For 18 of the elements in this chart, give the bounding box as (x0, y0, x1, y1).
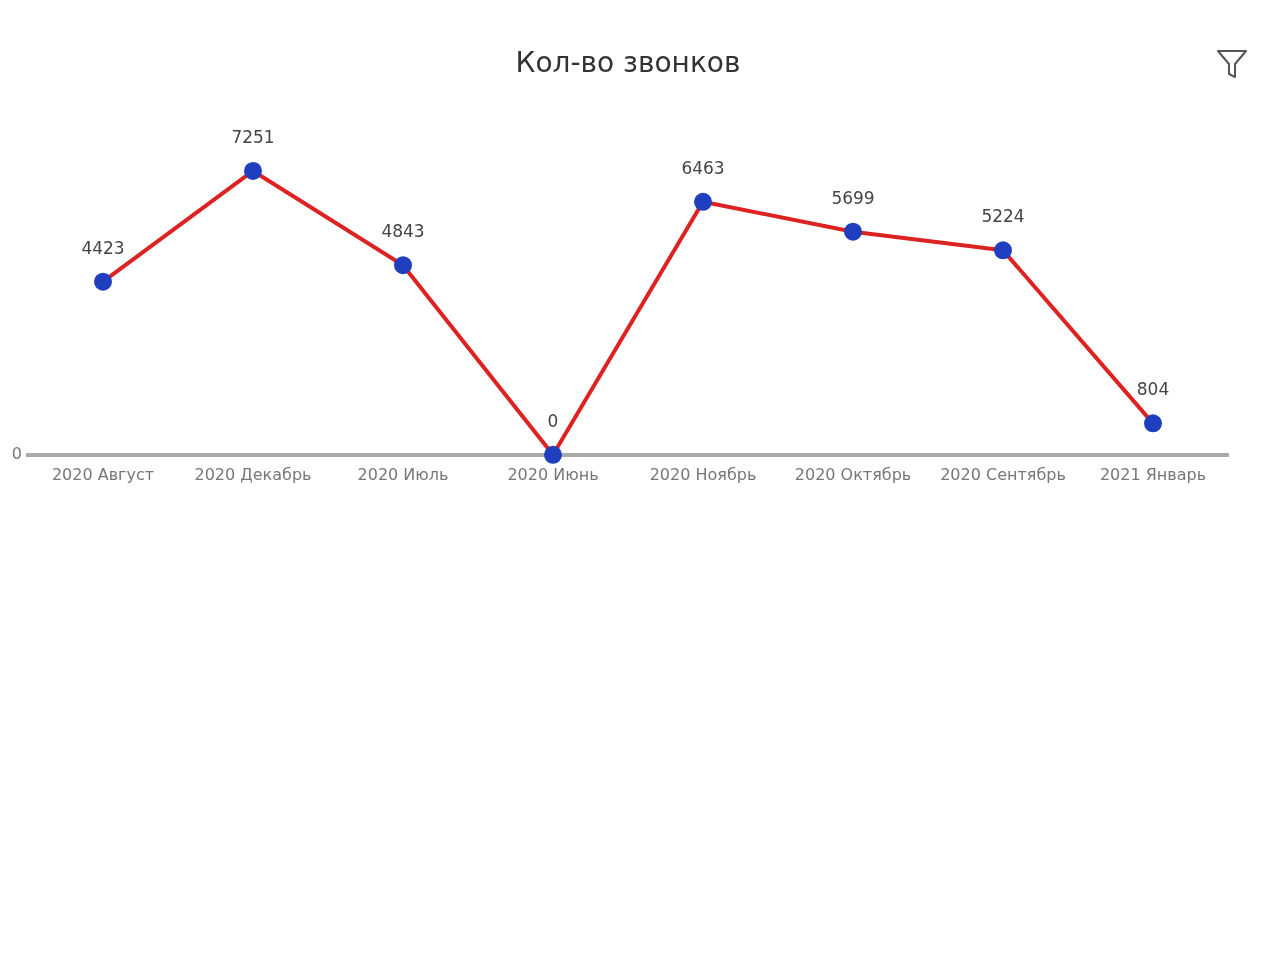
data-label: 7251 (231, 126, 275, 147)
x-tick-label: 2020 Декабрь (194, 464, 312, 484)
data-label: 5224 (981, 206, 1025, 227)
x-tick-label: 2021 Январь (1099, 464, 1207, 484)
data-label: 804 (1136, 379, 1170, 400)
data-label: 6463 (681, 157, 725, 178)
x-tick-label: 2020 Октябрь (794, 464, 912, 484)
data-label: 5699 (831, 187, 875, 208)
text: 0 (11, 443, 22, 463)
x-tick-label: 2020 Сентябрь (940, 464, 1066, 484)
data-label: 0 (547, 410, 559, 431)
x-tick-label: 2020 Июнь (507, 464, 599, 484)
x-tick-label: 2020 Июль (357, 464, 449, 484)
x-tick-label: 2020 Август (51, 464, 155, 484)
data-label: 4843 (381, 221, 425, 242)
x-tick-label: 2020 Ноябрь (649, 464, 757, 484)
data-label: 4423 (81, 237, 125, 258)
chart-title: Кол-во звонков (515, 46, 741, 80)
